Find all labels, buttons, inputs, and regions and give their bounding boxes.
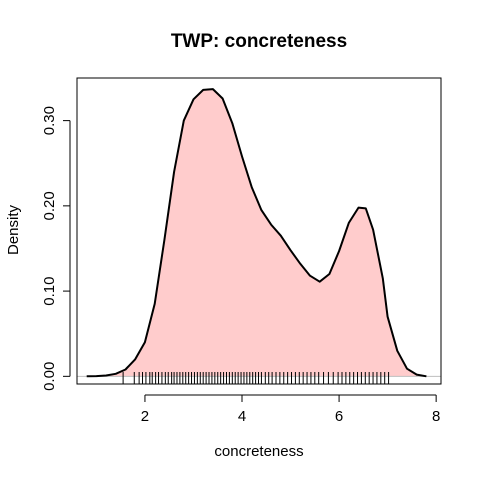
plot-layer: 2 4 6 8 0.00 0.10 0.20 0.30 [41,77,442,425]
y-tick-label: 0.00 [41,362,58,391]
chart-title: TWP: concreteness [171,31,347,52]
x-axis-label: concreteness [214,443,303,460]
density-fill [86,89,427,377]
y-tick-label: 0.20 [41,191,58,220]
x-tick-label: 8 [432,408,440,425]
plot-border [76,77,442,385]
density-curve [86,88,427,378]
y-tick-label: 0.30 [41,106,58,135]
y-axis-label: Density [5,204,22,255]
x-tick-label: 6 [335,408,343,425]
x-tick-label: 2 [141,408,149,425]
x-tick-label: 4 [238,408,246,425]
y-tick-label: 0.10 [41,276,58,305]
